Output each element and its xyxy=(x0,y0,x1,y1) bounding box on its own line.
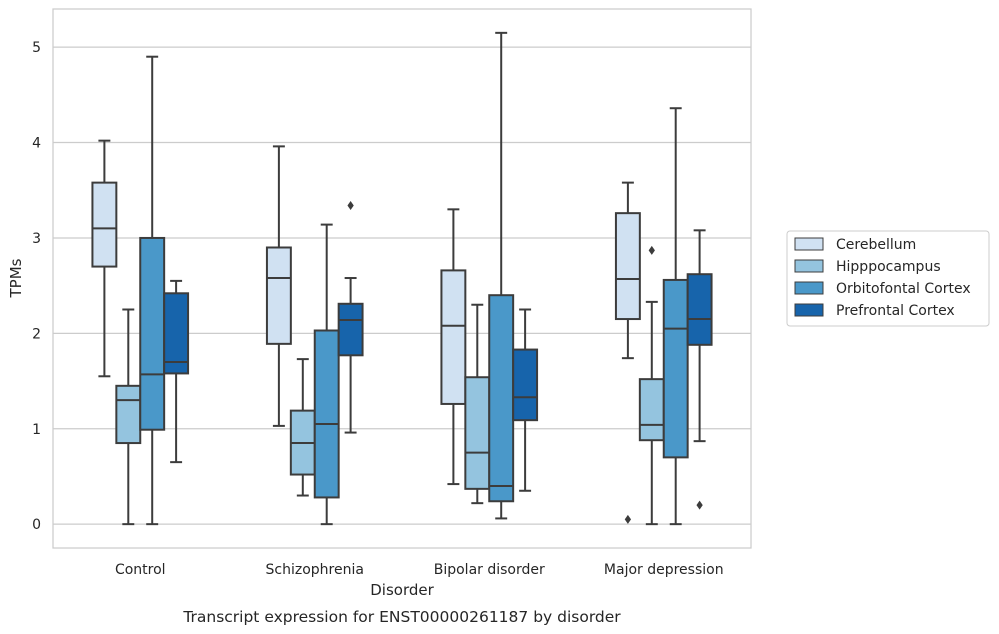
box-hipppocampus xyxy=(638,245,665,526)
outlier-point xyxy=(347,201,354,211)
y-axis-label: TPMs xyxy=(7,258,25,298)
plot-area-frame xyxy=(52,8,752,549)
box-prefrontal-cortex xyxy=(512,308,539,492)
legend-label: Orbitofontal Cortex xyxy=(836,281,971,297)
legend-label: Prefrontal Cortex xyxy=(836,303,955,319)
outlier-point xyxy=(648,245,655,255)
legend: Cerebellum Hipppocampus Orbitofontal Corte… xyxy=(786,230,990,327)
box-cerebellum xyxy=(614,181,641,524)
box-orbitofontal-cortex xyxy=(662,107,689,526)
y-tick-label: 1 xyxy=(32,422,41,438)
x-tick-label: Control xyxy=(115,562,166,578)
box-iqr xyxy=(662,278,689,459)
box-iqr xyxy=(686,273,713,346)
outlier-point xyxy=(696,500,703,510)
box-prefrontal-cortex xyxy=(337,201,364,434)
y-tick-labels: 0 1 2 3 4 5 xyxy=(32,40,41,533)
box-iqr xyxy=(440,269,467,405)
y-tick-label: 4 xyxy=(32,136,41,152)
box-orbitofontal-cortex xyxy=(488,31,515,520)
box-cerebellum xyxy=(91,139,118,378)
legend-swatch xyxy=(794,281,824,295)
outlier-point xyxy=(624,514,632,524)
legend-swatch xyxy=(794,237,824,251)
box-cerebellum xyxy=(440,208,467,486)
x-tick-label: Bipolar disorder xyxy=(434,562,545,578)
box-iqr xyxy=(139,236,166,431)
y-tick-label: 2 xyxy=(32,326,41,342)
legend-frame xyxy=(786,230,990,327)
box-prefrontal-cortex xyxy=(163,279,190,464)
legend-label: Hipppocampus xyxy=(836,259,941,275)
box-iqr xyxy=(512,348,539,422)
boxes xyxy=(91,31,713,526)
box-iqr xyxy=(337,302,364,357)
x-tick-labels: Control Schizophrenia Bipolar disorder Majo… xyxy=(115,562,724,578)
x-tick-label: Major depression xyxy=(604,562,724,578)
box-iqr xyxy=(313,329,340,499)
box-iqr xyxy=(115,384,142,445)
y-tick-label: 3 xyxy=(32,231,41,247)
box-orbitofontal-cortex xyxy=(139,55,166,526)
y-tick-label: 5 xyxy=(32,40,41,56)
legend-swatch xyxy=(794,259,824,273)
legend-swatch xyxy=(794,303,824,317)
box-hipppocampus xyxy=(464,303,491,505)
box-hipppocampus xyxy=(115,308,142,526)
box-iqr xyxy=(488,294,515,503)
box-iqr xyxy=(163,292,190,375)
box-iqr xyxy=(614,212,641,321)
box-orbitofontal-cortex xyxy=(313,223,340,526)
y-tick-label: 0 xyxy=(32,517,41,533)
box-hipppocampus xyxy=(289,358,316,497)
x-tick-label: Schizophrenia xyxy=(266,562,364,578)
chart-caption: Transcript expression for ENST0000026118… xyxy=(182,608,621,626)
box-iqr xyxy=(265,246,292,345)
box-iqr xyxy=(464,376,491,490)
box-prefrontal-cortex xyxy=(686,229,713,510)
box-cerebellum xyxy=(265,145,292,427)
x-axis-label: Disorder xyxy=(370,581,434,599)
box-iqr xyxy=(638,378,665,442)
box-iqr xyxy=(91,181,118,268)
legend-label: Cerebellum xyxy=(836,237,916,253)
